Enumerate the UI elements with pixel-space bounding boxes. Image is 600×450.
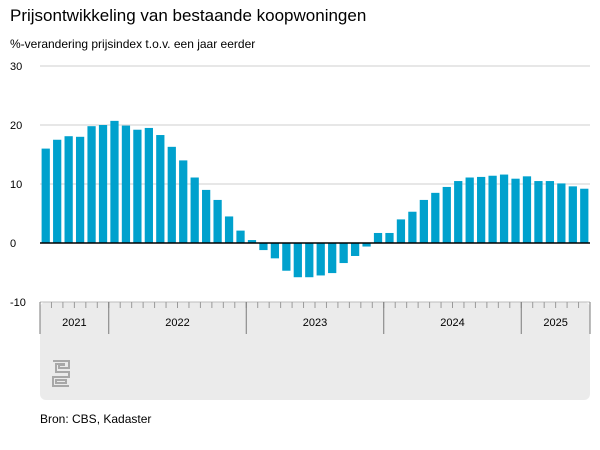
bar — [247, 240, 257, 243]
bar — [511, 178, 520, 243]
chart-subtitle: %-verandering prijsindex t.o.v. een jaar… — [10, 37, 256, 51]
bar — [488, 175, 497, 243]
x-axis: 2021 2022 2023 2024 2025 — [39, 301, 591, 334]
bar — [568, 186, 577, 243]
bar — [545, 181, 555, 243]
bar — [385, 232, 394, 243]
y-tick-label: 20 — [10, 120, 22, 132]
bar — [133, 129, 142, 243]
year-label: 2024 — [440, 317, 464, 329]
bar — [98, 125, 108, 243]
year-label: 2023 — [303, 317, 327, 329]
bar — [328, 243, 337, 274]
year-label: 2025 — [543, 317, 567, 329]
bar — [362, 243, 371, 247]
bar — [396, 219, 406, 243]
bar — [259, 243, 268, 251]
bar — [64, 136, 73, 243]
bars — [41, 120, 589, 278]
bar — [534, 181, 543, 243]
bar — [202, 189, 211, 243]
bar — [144, 127, 153, 243]
y-tick-label: 30 — [10, 61, 22, 73]
bar — [580, 188, 589, 243]
bar — [350, 243, 360, 256]
bar — [522, 176, 532, 243]
cbs-logo-icon — [52, 360, 70, 387]
bar — [431, 192, 440, 243]
bar — [224, 216, 234, 243]
chart-title: Prijsontwikkeling van bestaande koopwoni… — [10, 6, 367, 25]
y-tick-label: -10 — [10, 297, 26, 309]
bar — [454, 181, 463, 243]
x-axis-band — [40, 302, 590, 400]
y-tick-label: 0 — [10, 238, 16, 250]
year-label: 2022 — [165, 317, 189, 329]
bar — [373, 232, 383, 243]
bar — [442, 186, 451, 243]
bar — [179, 160, 188, 243]
bar — [110, 120, 119, 243]
source-note: Bron: CBS, Kadaster — [40, 412, 152, 426]
bar — [87, 126, 96, 243]
bar — [213, 199, 222, 243]
y-tick-label: 10 — [10, 179, 22, 191]
y-axis-ticks: -10 0 10 20 30 — [10, 61, 26, 309]
bar — [408, 211, 417, 243]
bar — [305, 243, 314, 278]
bar — [236, 230, 245, 243]
bar — [270, 243, 280, 259]
bar — [282, 243, 291, 271]
year-label: 2021 — [62, 317, 86, 329]
bar — [477, 176, 486, 243]
bar — [190, 177, 199, 243]
bar — [557, 183, 566, 243]
bar — [121, 125, 131, 243]
bar — [167, 146, 176, 243]
bar — [316, 243, 325, 276]
bar — [53, 139, 62, 243]
bar — [75, 136, 85, 243]
bar — [499, 174, 509, 243]
bar — [419, 199, 428, 243]
bar — [465, 177, 474, 243]
bar — [339, 243, 348, 264]
bar — [293, 243, 302, 278]
bar — [156, 135, 165, 243]
bar — [41, 148, 50, 243]
